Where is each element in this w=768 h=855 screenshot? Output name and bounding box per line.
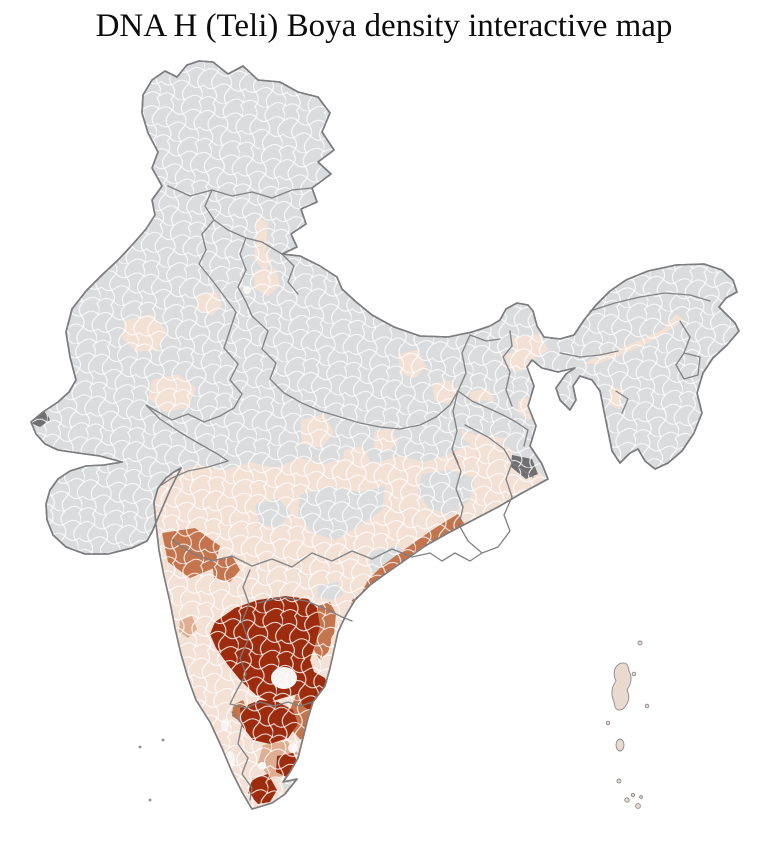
district-mesh-overlay	[31, 61, 739, 809]
andaman-main-island	[611, 662, 632, 711]
little-andaman-island	[615, 738, 625, 752]
lakshadweep-islands[interactable]	[138, 738, 165, 802]
state-borders	[145, 185, 711, 801]
nicobar-island	[635, 803, 641, 809]
nicobar-island	[624, 797, 630, 803]
nicobar-island	[616, 778, 622, 784]
page-title: DNA H (Teli) Boya density interactive ma…	[95, 8, 673, 44]
andaman-nicobar-islands[interactable]	[605, 640, 650, 809]
nicobar-island	[639, 795, 643, 799]
nicobar-island	[630, 792, 636, 798]
